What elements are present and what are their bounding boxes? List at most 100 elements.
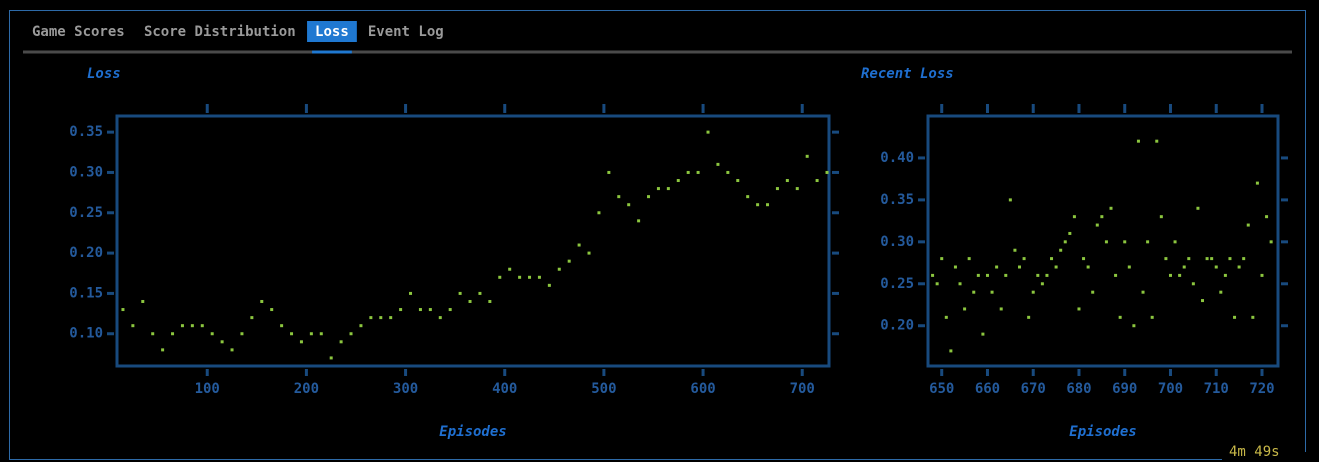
point: [676, 179, 680, 183]
point: [1233, 315, 1237, 319]
point: [1054, 265, 1058, 269]
point: [1201, 299, 1205, 303]
point: [478, 291, 482, 295]
x-tick-label: 100: [195, 381, 220, 397]
x-tick-label: 300: [393, 381, 418, 397]
point: [488, 299, 492, 303]
point: [557, 267, 561, 271]
point: [985, 273, 989, 277]
point: [210, 332, 214, 336]
y-tick-label: 0.20: [69, 245, 103, 261]
point: [240, 332, 244, 336]
x-tick-label: 700: [1158, 381, 1183, 397]
point: [418, 308, 422, 312]
point: [498, 275, 502, 279]
point: [963, 307, 967, 311]
point: [647, 195, 651, 199]
y-tick-label: 0.30: [880, 234, 914, 250]
point: [339, 340, 343, 344]
point: [995, 265, 999, 269]
point: [319, 332, 323, 336]
point: [795, 187, 799, 191]
point: [389, 316, 393, 320]
tab[interactable]: Event Log: [368, 24, 444, 40]
plot-frame: [926, 114, 1280, 368]
point: [1100, 215, 1104, 219]
point: [141, 299, 145, 303]
y-tick-label: 0.35: [880, 192, 914, 208]
point: [1237, 265, 1241, 269]
point: [1269, 240, 1273, 244]
point: [1068, 231, 1072, 235]
point: [409, 291, 413, 295]
point: [1013, 248, 1017, 252]
x-tick-label: 720: [1249, 381, 1274, 397]
point: [1036, 273, 1040, 277]
point: [756, 203, 760, 207]
point: [1077, 307, 1081, 311]
chart-title: Recent Loss: [861, 66, 954, 82]
point: [1132, 324, 1136, 328]
point: [716, 162, 720, 166]
y-tick-label: 0.35: [69, 124, 103, 140]
point: [250, 316, 254, 320]
point: [1040, 282, 1044, 286]
point: [766, 203, 770, 207]
point: [577, 243, 581, 247]
frame-gap: [1222, 452, 1306, 462]
x-tick-label: 650: [929, 381, 954, 397]
point: [953, 265, 957, 269]
point: [990, 290, 994, 294]
point: [736, 179, 740, 183]
x-tick-label: 690: [1112, 381, 1137, 397]
point: [1228, 257, 1232, 261]
point: [399, 308, 403, 312]
point: [1114, 273, 1118, 277]
point: [547, 283, 551, 287]
tab[interactable]: Score Distribution: [144, 24, 296, 40]
x-axis-label: Episodes: [439, 424, 506, 440]
point: [815, 179, 819, 183]
point: [537, 275, 541, 279]
y-tick-label: 0.15: [69, 285, 103, 301]
point: [958, 282, 962, 286]
point: [1004, 273, 1008, 277]
point: [1086, 265, 1090, 269]
point: [981, 332, 985, 336]
tab[interactable]: Game Scores: [32, 24, 125, 40]
point: [468, 299, 472, 303]
point: [290, 332, 294, 336]
chart-title: Loss: [87, 66, 121, 82]
point: [706, 130, 710, 134]
tab[interactable]: Loss: [315, 24, 349, 40]
point: [1173, 240, 1177, 244]
plot-frame: [115, 114, 831, 368]
point: [1219, 290, 1223, 294]
point: [428, 308, 432, 312]
point: [1141, 290, 1145, 294]
point: [230, 348, 234, 352]
point: [1022, 257, 1026, 261]
point: [637, 219, 641, 223]
point: [1127, 265, 1131, 269]
x-tick-label: 680: [1066, 381, 1091, 397]
point: [785, 179, 789, 183]
point: [1072, 215, 1076, 219]
point: [1104, 240, 1108, 244]
point: [1063, 240, 1067, 244]
point: [1027, 315, 1031, 319]
point: [949, 349, 953, 353]
point: [359, 324, 363, 328]
y-tick-label: 0.10: [69, 326, 103, 342]
point: [1168, 273, 1172, 277]
x-tick-label: 600: [690, 381, 715, 397]
point: [1159, 215, 1163, 219]
point: [1059, 248, 1063, 252]
point: [1082, 257, 1086, 261]
point: [1045, 273, 1049, 277]
frame: [9, 10, 1306, 460]
point: [1265, 215, 1269, 219]
point: [825, 170, 829, 174]
